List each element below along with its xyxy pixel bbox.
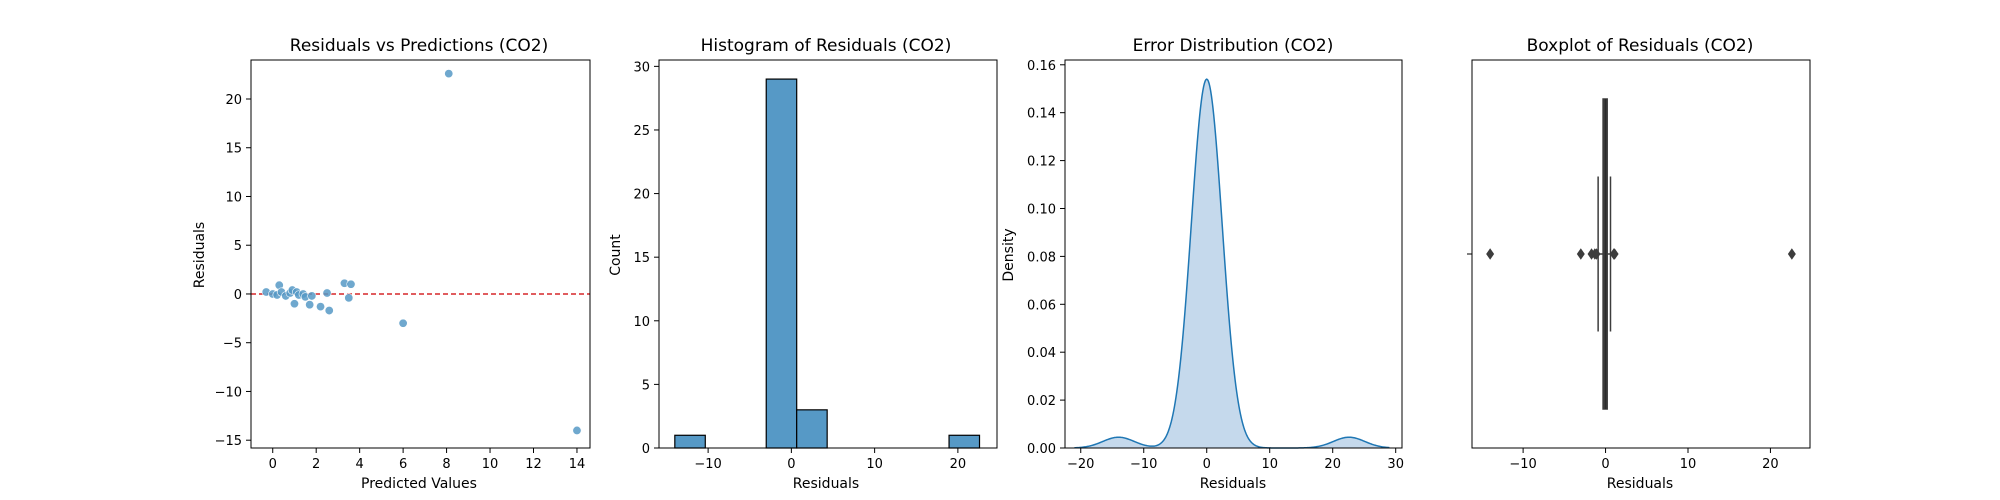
x-tick-label: 0 bbox=[269, 457, 277, 472]
x-tick-label: −10 bbox=[694, 457, 721, 472]
x-tick-label: 20 bbox=[950, 457, 967, 472]
x-tick-label: 10 bbox=[1680, 457, 1697, 472]
x-axis-label: Predicted Values bbox=[361, 476, 477, 492]
scatter-point bbox=[444, 69, 454, 79]
x-axis-label: Residuals bbox=[793, 476, 859, 492]
y-tick-label: 20 bbox=[633, 188, 650, 203]
y-tick-label: 0.08 bbox=[1027, 250, 1056, 265]
x-tick-label: 0 bbox=[787, 457, 795, 472]
scatter-point bbox=[307, 291, 317, 301]
y-tick-label: 0.02 bbox=[1027, 394, 1056, 409]
x-tick-label: −20 bbox=[1067, 457, 1094, 472]
chart-title: Histogram of Residuals (CO2) bbox=[701, 36, 952, 56]
y-tick-label: −10 bbox=[215, 385, 242, 400]
scatter-panel: Residuals vs Predictions (CO2) Predicted… bbox=[192, 36, 591, 492]
x-tick-label: −10 bbox=[1130, 457, 1157, 472]
scatter-point bbox=[572, 425, 582, 435]
outlier-point bbox=[1610, 248, 1619, 260]
x-axis-label: Residuals bbox=[1607, 476, 1673, 492]
x-tick-label: 10 bbox=[482, 457, 499, 472]
x-tick-label: 2 bbox=[312, 457, 320, 472]
x-tick-label: −10 bbox=[1509, 457, 1536, 472]
x-tick-label: 30 bbox=[1387, 457, 1404, 472]
outlier-point bbox=[1486, 248, 1495, 260]
histogram-bar bbox=[765, 78, 798, 449]
y-tick-label: 0.04 bbox=[1027, 346, 1056, 361]
x-tick-label: 6 bbox=[399, 457, 407, 472]
y-axis-label: Count bbox=[608, 234, 624, 276]
plot-frame bbox=[658, 59, 998, 449]
y-tick-label: 0 bbox=[234, 288, 242, 303]
y-tick-label: 5 bbox=[642, 378, 650, 393]
x-axis-label: Residuals bbox=[1200, 476, 1266, 492]
y-tick-label: −15 bbox=[215, 434, 242, 449]
plot-frame bbox=[1471, 59, 1811, 449]
scatter-point bbox=[305, 300, 315, 310]
y-tick-label: 15 bbox=[225, 142, 242, 157]
x-tick-label: 14 bbox=[569, 457, 586, 472]
x-tick-label: 0 bbox=[1601, 457, 1609, 472]
chart-title: Error Distribution (CO2) bbox=[1133, 36, 1334, 56]
y-tick-label: 15 bbox=[633, 251, 650, 266]
scatter-point bbox=[398, 318, 408, 328]
x-tick-label: 20 bbox=[1762, 457, 1779, 472]
y-tick-label: 25 bbox=[633, 124, 650, 139]
y-axis-label: Residuals bbox=[192, 222, 208, 288]
boxplot-panel: Boxplot of Residuals (CO2) Residuals −10… bbox=[1467, 36, 1811, 492]
histogram-bar bbox=[796, 409, 828, 449]
y-tick-label: 20 bbox=[225, 93, 242, 108]
x-tick-label: 4 bbox=[356, 457, 364, 472]
x-tick-label: 10 bbox=[866, 457, 883, 472]
outlier-point bbox=[1787, 248, 1796, 260]
outlier-point bbox=[1576, 248, 1585, 260]
scatter-point bbox=[316, 302, 326, 312]
y-tick-label: 0.12 bbox=[1027, 155, 1056, 170]
scatter-point bbox=[344, 293, 354, 303]
scatter-point bbox=[324, 306, 334, 316]
y-axis-label: Density bbox=[1001, 228, 1017, 281]
scatter-point bbox=[346, 279, 356, 289]
y-tick-label: 0.16 bbox=[1027, 59, 1056, 74]
y-tick-label: 30 bbox=[633, 60, 650, 75]
y-tick-label: 10 bbox=[633, 315, 650, 330]
chart-title: Boxplot of Residuals (CO2) bbox=[1527, 36, 1754, 56]
plot-frame bbox=[1064, 59, 1403, 449]
y-tick-label: 0.06 bbox=[1027, 298, 1056, 313]
histogram-panel: Histogram of Residuals (CO2) Residuals C… bbox=[608, 36, 998, 492]
y-tick-label: 0 bbox=[642, 442, 650, 457]
y-tick-label: 0.10 bbox=[1027, 202, 1056, 217]
chart-title: Residuals vs Predictions (CO2) bbox=[290, 36, 548, 56]
y-tick-label: −5 bbox=[223, 337, 242, 352]
y-tick-label: 0.14 bbox=[1027, 107, 1056, 122]
scatter-point bbox=[322, 288, 332, 298]
y-tick-label: 0.00 bbox=[1027, 442, 1056, 457]
x-tick-label: 0 bbox=[1203, 457, 1211, 472]
outlier-point bbox=[1592, 248, 1601, 260]
histogram-bar bbox=[948, 434, 981, 449]
x-tick-label: 20 bbox=[1324, 457, 1341, 472]
kde-panel: Error Distribution (CO2) Residuals Densi… bbox=[1001, 36, 1404, 492]
density-fill bbox=[1074, 79, 1390, 448]
plot-frame bbox=[250, 59, 591, 449]
y-tick-label: 5 bbox=[234, 239, 242, 254]
x-tick-label: 10 bbox=[1261, 457, 1278, 472]
density-line bbox=[1074, 78, 1390, 449]
histogram-bar bbox=[674, 434, 706, 449]
x-tick-label: 12 bbox=[525, 457, 542, 472]
x-tick-label: 8 bbox=[442, 457, 450, 472]
scatter-point bbox=[289, 299, 299, 309]
y-tick-label: 10 bbox=[225, 190, 242, 205]
